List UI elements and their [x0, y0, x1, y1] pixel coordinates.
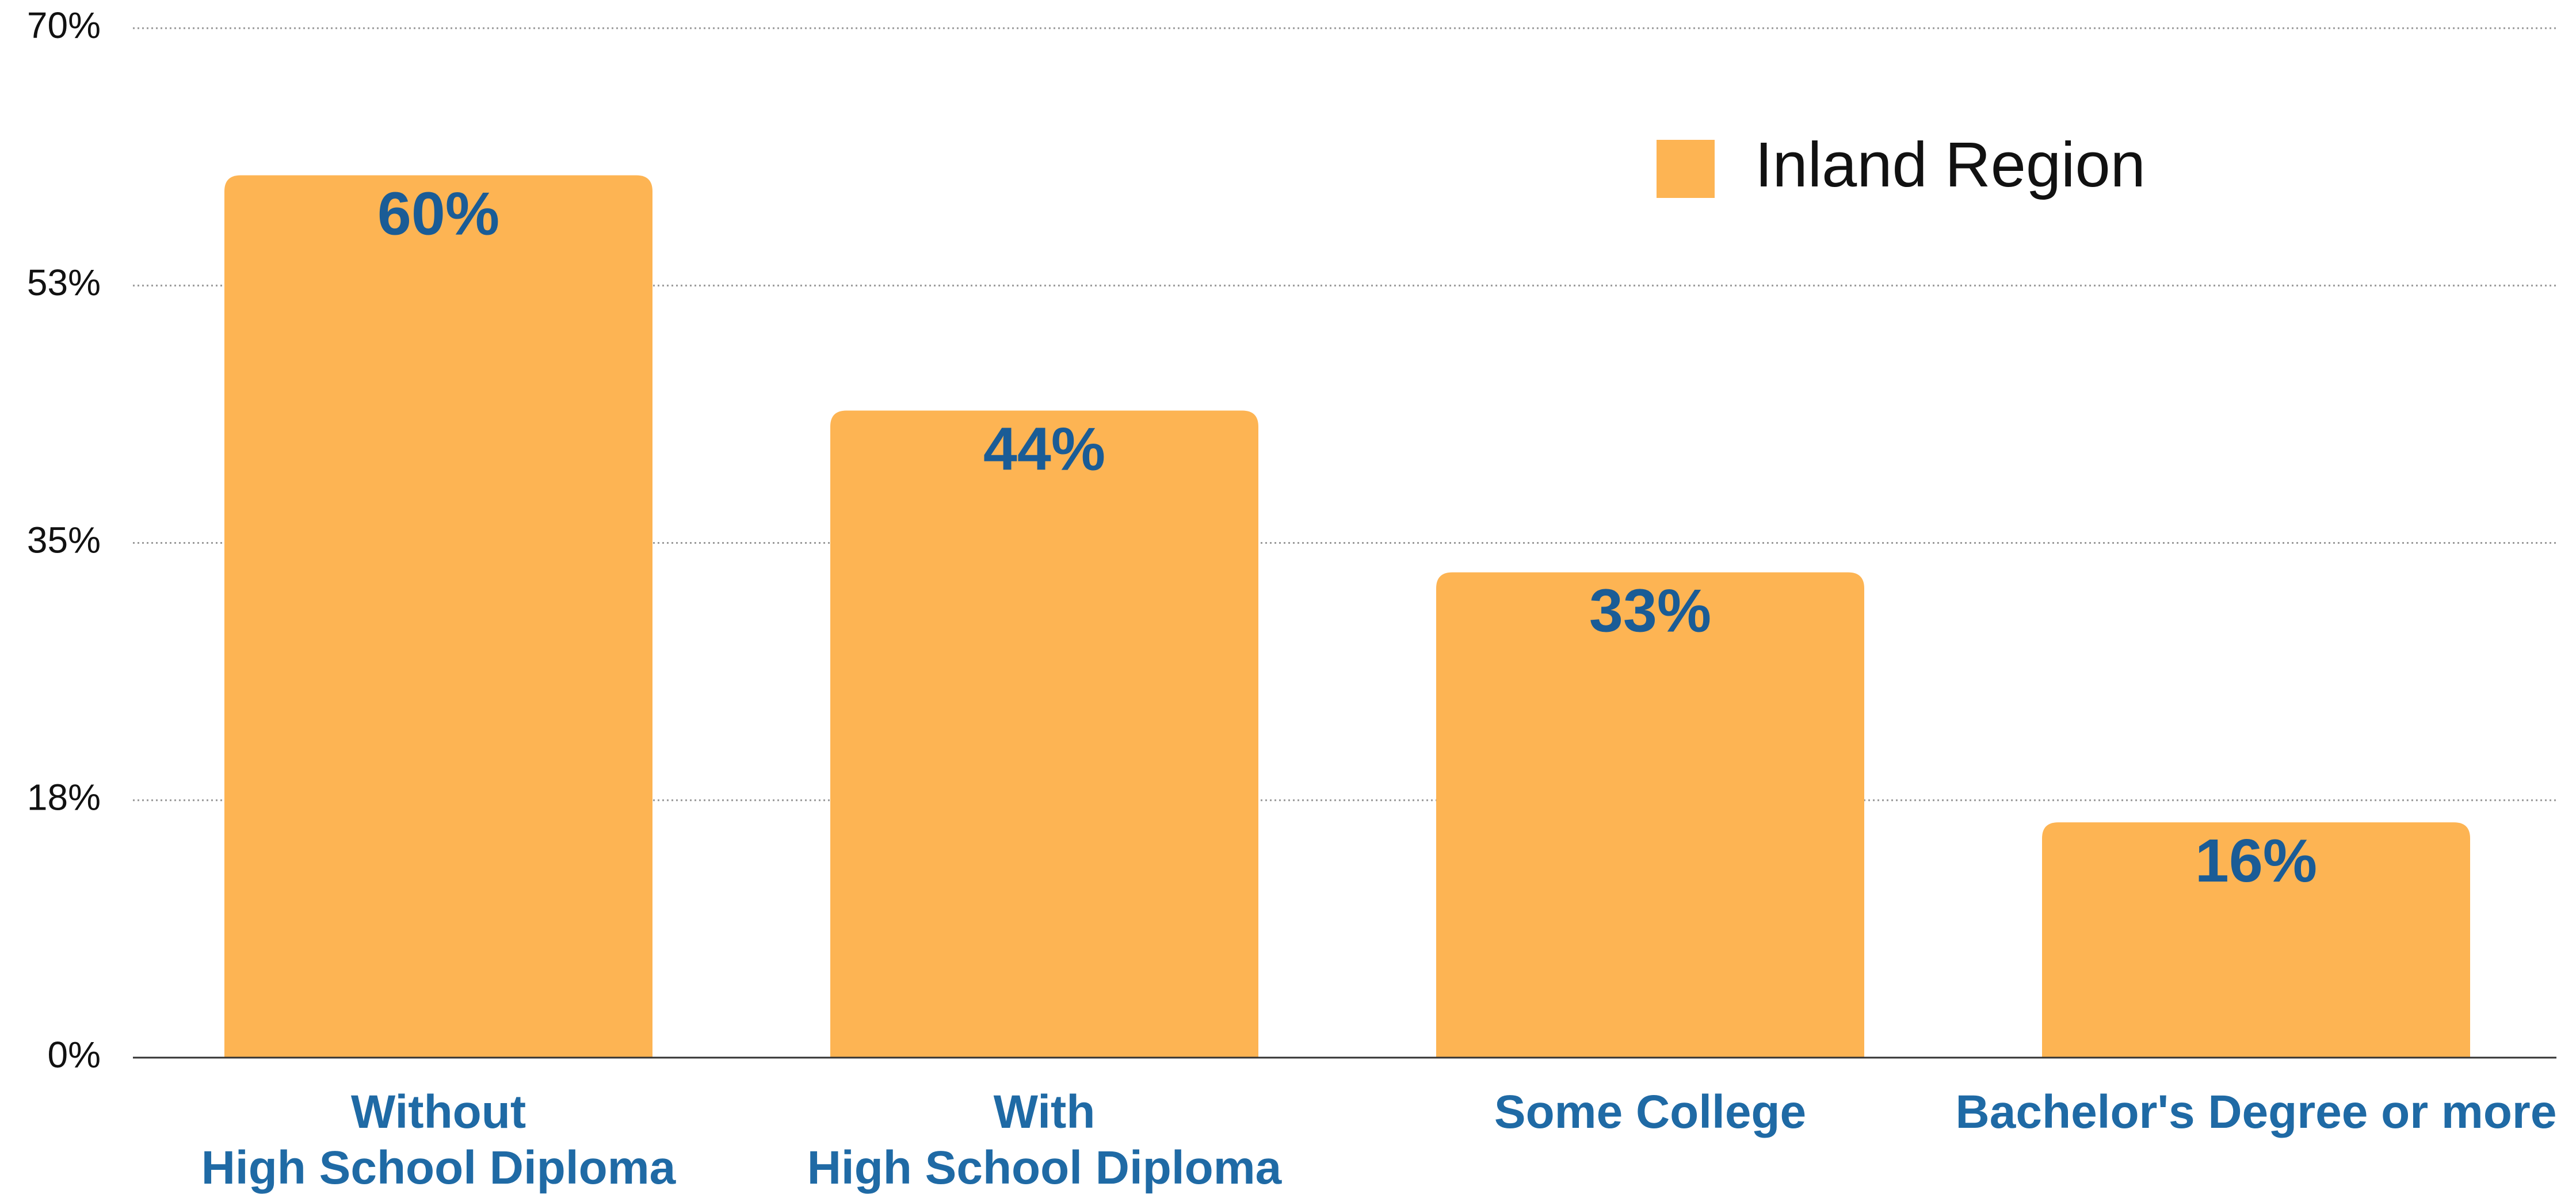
value-label: 44%	[983, 415, 1105, 483]
y-tick-label: 0%	[48, 1034, 101, 1075]
bar	[830, 410, 1258, 1058]
value-label: 60%	[377, 180, 499, 248]
x-tick-label: Some College	[1494, 1086, 1807, 1138]
legend-swatch	[1657, 140, 1715, 198]
y-tick-label: 53%	[27, 262, 101, 303]
value-label: 16%	[2195, 827, 2317, 895]
value-label: 33%	[1589, 577, 1711, 645]
x-tick-label: Without High School Diploma	[201, 1086, 676, 1194]
bar	[2042, 822, 2470, 1058]
legend-label: Inland Region	[1755, 129, 2146, 200]
y-tick-label: 18%	[27, 777, 101, 818]
y-tick-label: 70%	[27, 5, 101, 46]
bar	[224, 175, 652, 1058]
y-tick-label: 35%	[27, 519, 101, 560]
x-tick-label: Bachelor's Degree or more	[1955, 1086, 2557, 1138]
x-tick-label: With High School Diploma	[807, 1086, 1282, 1194]
bar	[1436, 572, 1864, 1058]
